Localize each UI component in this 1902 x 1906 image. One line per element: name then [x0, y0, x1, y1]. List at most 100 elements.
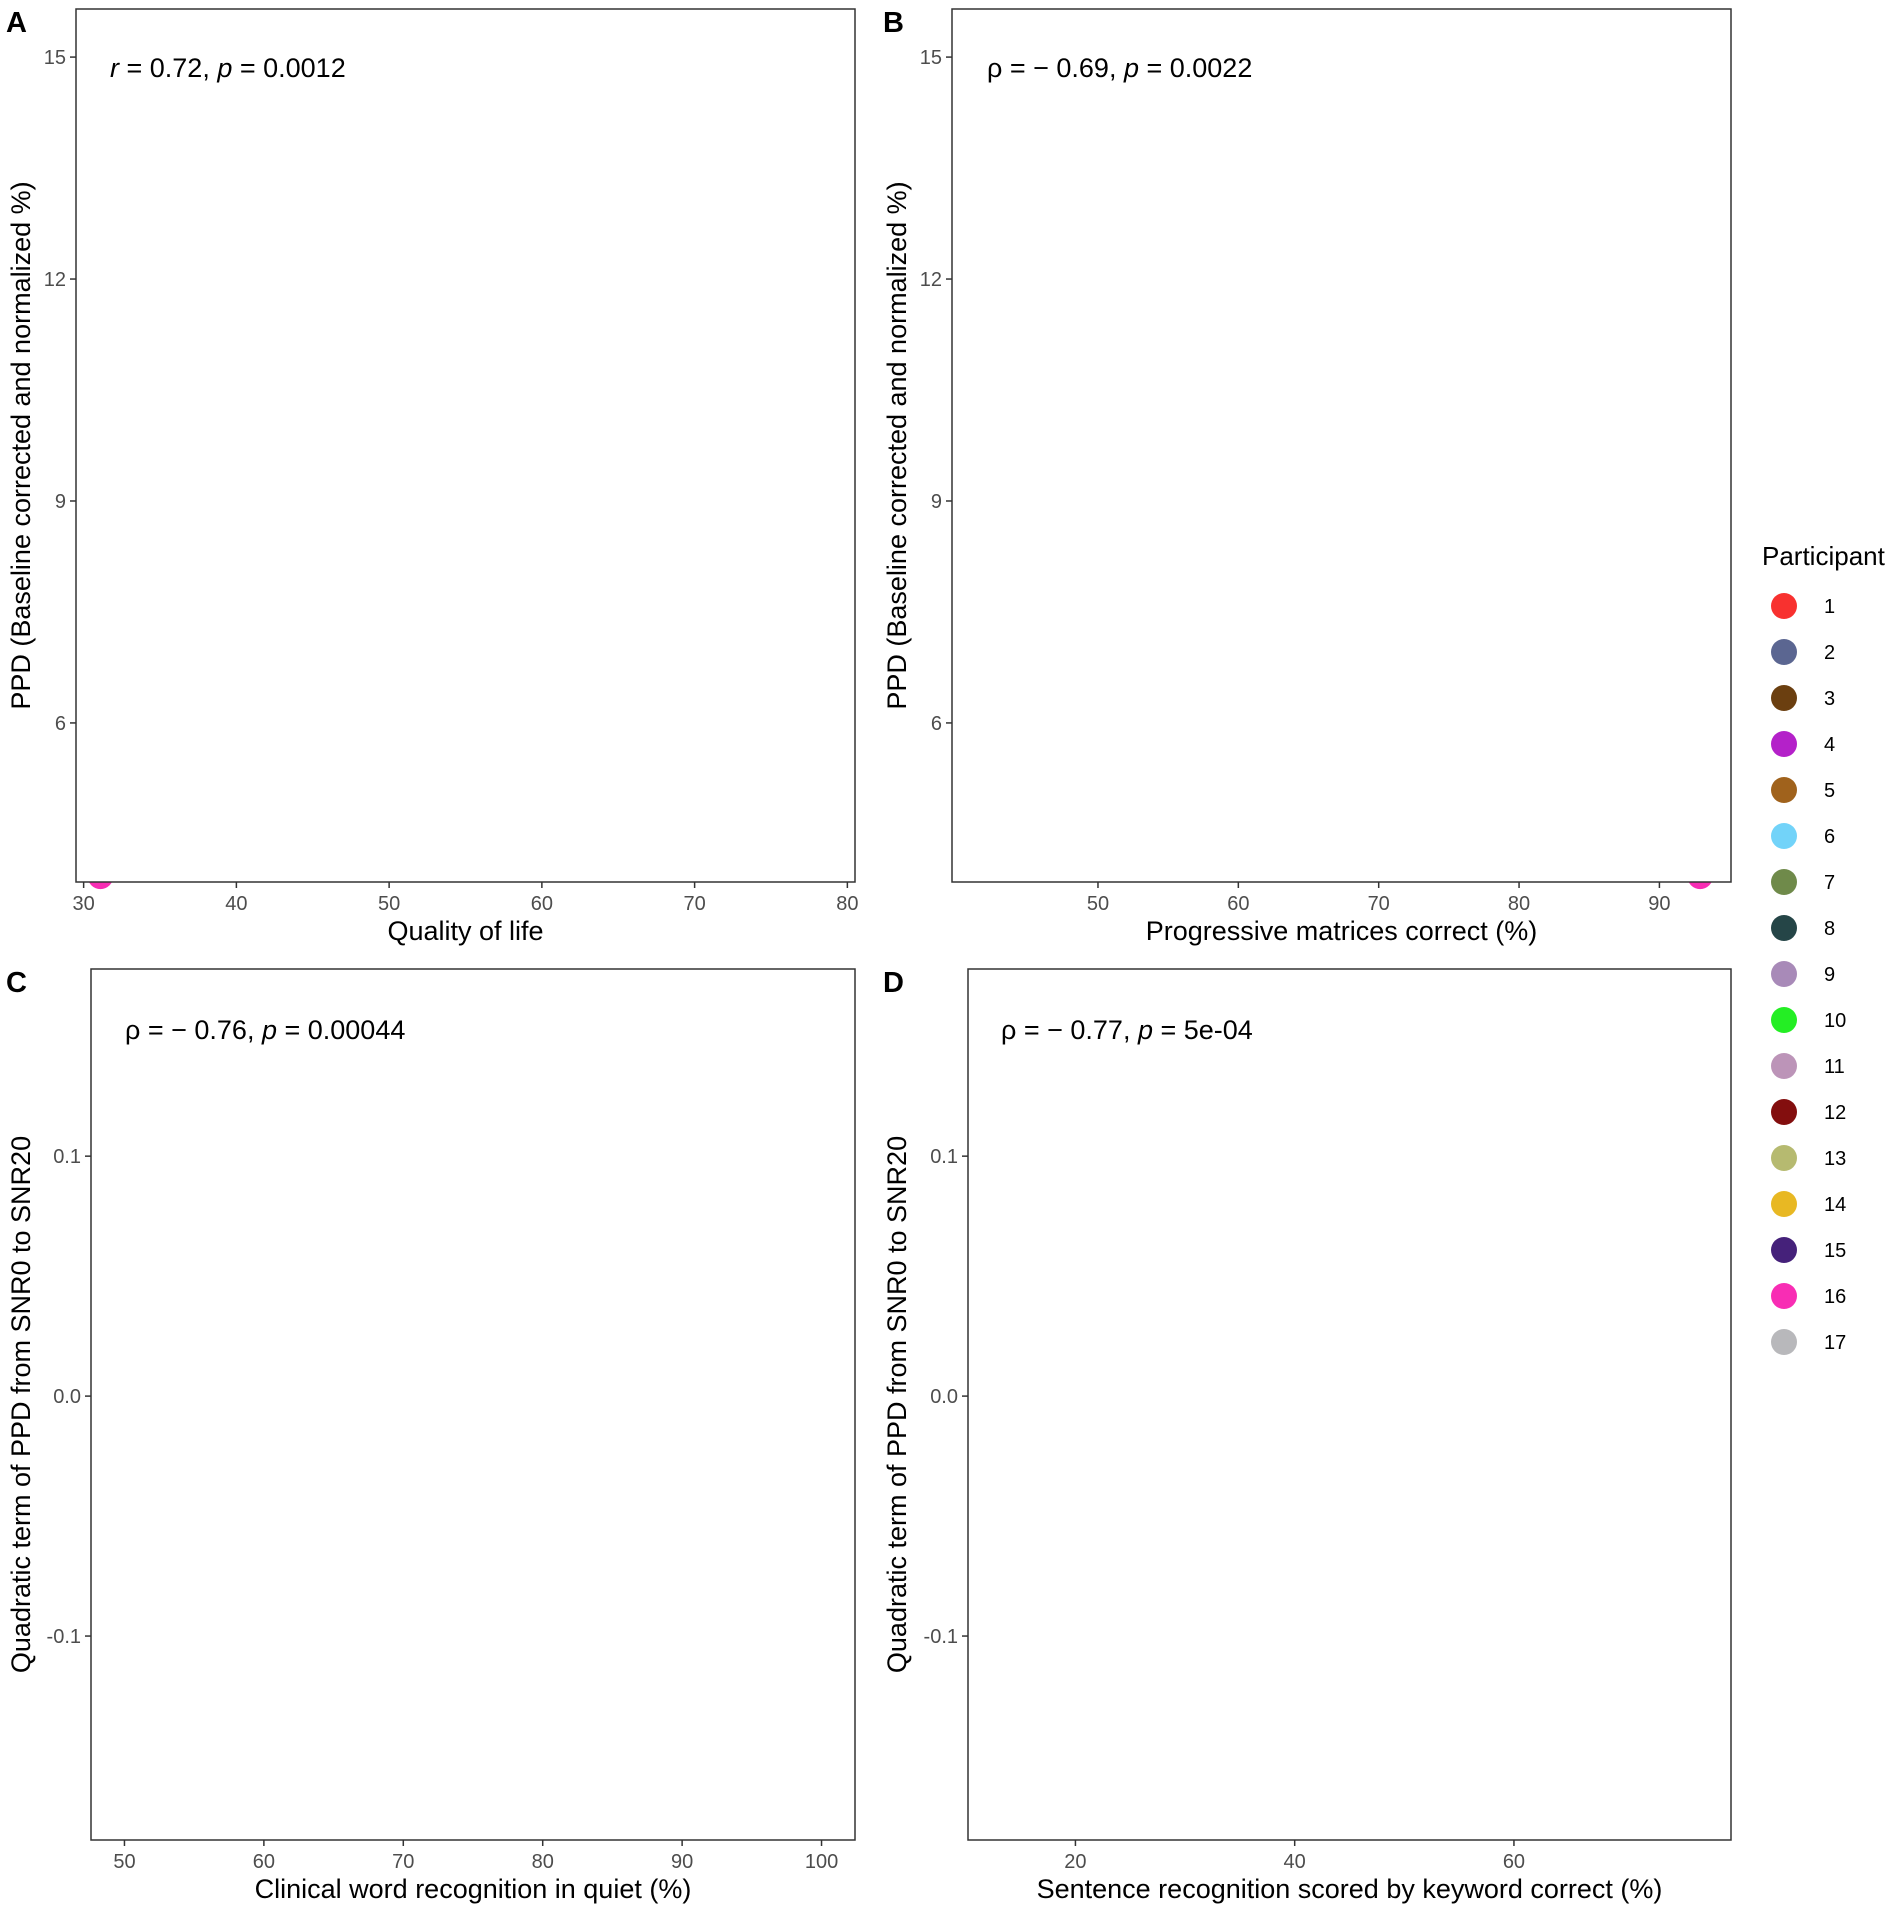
legend-item-15: 15 — [1771, 1237, 1846, 1263]
correlation-annotation: ρ = − 0.76, p = 0.00044 — [125, 1015, 405, 1045]
legend-item-14: 14 — [1771, 1191, 1846, 1217]
y-tick-label: 15 — [44, 47, 66, 69]
y-tick-label: 0.1 — [53, 1146, 81, 1168]
y-tick-label: 6 — [931, 713, 942, 735]
legend-key — [1771, 1145, 1797, 1171]
x-axis-title: Sentence recognition scored by keyword c… — [1037, 1874, 1663, 1904]
y-axis-title: Quadratic term of PPD from SNR0 to SNR20 — [6, 1136, 36, 1673]
x-tick-label: 60 — [1503, 1851, 1525, 1873]
panel-border — [967, 968, 1732, 1841]
x-tick-label: 80 — [1508, 893, 1530, 915]
x-axis-title: Quality of life — [387, 916, 543, 946]
legend-item-2: 2 — [1771, 639, 1835, 665]
legend-key — [1771, 915, 1797, 941]
legend-key — [1771, 823, 1797, 849]
legend-label: 4 — [1824, 734, 1835, 756]
legend-label: 11 — [1824, 1056, 1845, 1078]
annotation-part: r — [110, 53, 120, 83]
panel-b: 50 60 70 80 90 6 9 12 15 ρ = − 0.69, p = 0.0022 Pr… — [882, 7, 1732, 946]
x-tick-label: 70 — [683, 893, 705, 915]
legend-label: 6 — [1824, 826, 1835, 848]
y-tick-label: 0.1 — [930, 1146, 958, 1168]
x-tick-label: 40 — [225, 893, 247, 915]
legend-key — [1771, 1329, 1797, 1355]
legend-key — [1771, 685, 1797, 711]
correlation-annotation: ρ = − 0.69, p = 0.0022 — [987, 53, 1252, 83]
annotation-part: = 0.0012 — [232, 53, 345, 83]
panels: 30 40 50 60 70 80 6 9 12 15 r = 0.72, p = 0.0012 Qu… — [6, 7, 1732, 1904]
legend-key — [1771, 639, 1797, 665]
annotation-part: p — [261, 1015, 277, 1045]
y-tick-label: 9 — [931, 491, 942, 513]
legend-label: 13 — [1824, 1148, 1846, 1170]
legend-label: 10 — [1824, 1010, 1846, 1032]
x-tick-label: 50 — [378, 893, 400, 915]
legend-label: 7 — [1824, 872, 1835, 894]
legend-item-5: 5 — [1771, 777, 1835, 803]
x-axis-title: Progressive matrices correct (%) — [1146, 916, 1538, 946]
panel-tag: A — [6, 7, 27, 39]
x-tick-label: 70 — [392, 1851, 414, 1873]
legend-label: 17 — [1824, 1332, 1846, 1354]
panel-tag: D — [883, 967, 904, 999]
legend-label: 3 — [1824, 688, 1835, 710]
y-axis-title: PPD (Baseline corrected and normalized %… — [6, 181, 36, 709]
legend-key — [1771, 1007, 1797, 1033]
legend-key — [1771, 731, 1797, 757]
y-tick-label: 6 — [55, 713, 66, 735]
legend-label: 14 — [1824, 1194, 1846, 1216]
y-tick-label: 9 — [55, 491, 66, 513]
legend-key — [1771, 869, 1797, 895]
annotation-part: ρ = − 0.77, — [1001, 1015, 1138, 1045]
panel-a: 30 40 50 60 70 80 6 9 12 15 r = 0.72, p = 0.0012 Qu… — [6, 7, 858, 946]
legend-key — [1771, 1237, 1797, 1263]
legend-key — [1771, 1099, 1797, 1125]
x-tick-label: 90 — [671, 1851, 693, 1873]
x-tick-label: 50 — [1087, 893, 1109, 915]
annotation-part: = 0.00044 — [277, 1015, 405, 1045]
annotation-part: = 5e-04 — [1153, 1015, 1253, 1045]
y-tick-label: 12 — [44, 269, 66, 291]
legend-item-7: 7 — [1771, 869, 1835, 895]
legend-item-11: 11 — [1771, 1053, 1845, 1079]
y-tick-label: 12 — [920, 269, 942, 291]
x-tick-label: 100 — [805, 1851, 838, 1873]
legend-title: Participant — [1762, 541, 1886, 571]
legend-item-12: 12 — [1771, 1099, 1846, 1125]
legend-label: 12 — [1824, 1102, 1846, 1124]
x-tick-label: 80 — [532, 1851, 554, 1873]
panel-border — [75, 8, 856, 883]
y-tick-label: 0.0 — [53, 1386, 81, 1408]
legend-key — [1771, 593, 1797, 619]
annotation-part: p — [1123, 53, 1139, 83]
legend-item-13: 13 — [1771, 1145, 1846, 1171]
x-tick-label: 50 — [113, 1851, 135, 1873]
annotation-part: p — [1137, 1015, 1153, 1045]
x-tick-label: 20 — [1064, 1851, 1086, 1873]
panel-c: 50 60 70 80 90 100 -0.1 0.0 0.1 ρ = − 0.76, p = 0… — [6, 967, 856, 1904]
legend-key — [1771, 961, 1797, 987]
x-tick-label: 70 — [1368, 893, 1390, 915]
annotation-part: ρ = − 0.76, — [125, 1015, 262, 1045]
x-tick-label: 40 — [1284, 1851, 1306, 1873]
panel-border — [951, 8, 1732, 883]
x-tick-label: 60 — [531, 893, 553, 915]
legend-item-4: 4 — [1771, 731, 1835, 757]
panel-border — [90, 968, 856, 1841]
y-tick-label: -0.1 — [924, 1626, 958, 1648]
annotation-part: = 0.72, — [119, 53, 217, 83]
x-tick-label: 90 — [1648, 893, 1670, 915]
legend-label: 15 — [1824, 1240, 1846, 1262]
legend-item-6: 6 — [1771, 823, 1835, 849]
annotation-part: ρ = − 0.69, — [987, 53, 1124, 83]
x-axis-title: Clinical word recognition in quiet (%) — [255, 1874, 692, 1904]
legend-label: 8 — [1824, 918, 1835, 940]
legend-key — [1771, 1191, 1797, 1217]
legend-item-17: 17 — [1771, 1329, 1846, 1355]
legend-label: 9 — [1824, 964, 1835, 986]
legend-label: 2 — [1824, 642, 1835, 664]
panel-tag: C — [6, 967, 27, 999]
y-tick-label: 15 — [920, 47, 942, 69]
panel-d: 20 40 60 -0.1 0.0 0.1 ρ = − 0.77, p = 5e-04 Sen… — [882, 967, 1732, 1904]
